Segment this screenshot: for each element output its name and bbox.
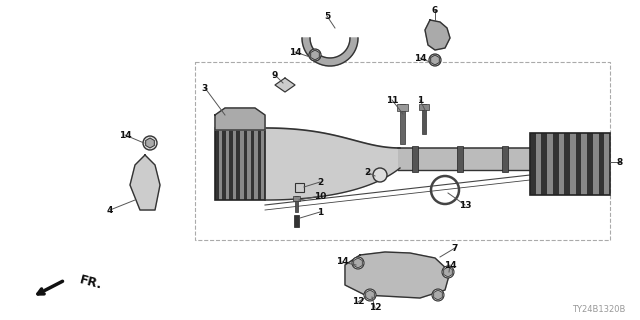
Bar xyxy=(559,133,564,195)
Text: 6: 6 xyxy=(432,5,438,14)
Text: 13: 13 xyxy=(459,201,471,210)
Text: 11: 11 xyxy=(386,95,398,105)
Circle shape xyxy=(364,289,376,301)
Bar xyxy=(604,133,610,195)
Bar xyxy=(530,133,610,195)
Bar xyxy=(247,128,251,200)
Circle shape xyxy=(373,168,387,182)
Bar xyxy=(419,104,429,110)
Bar xyxy=(457,146,463,172)
Text: 7: 7 xyxy=(452,244,458,252)
Polygon shape xyxy=(345,252,450,298)
Bar xyxy=(541,133,547,195)
Bar xyxy=(219,128,222,200)
Bar xyxy=(226,128,229,200)
Bar xyxy=(564,133,570,195)
Bar xyxy=(222,128,226,200)
Circle shape xyxy=(309,49,321,61)
Bar xyxy=(295,196,298,212)
Bar xyxy=(233,128,236,200)
Text: FR.: FR. xyxy=(78,274,104,292)
Text: 14: 14 xyxy=(289,47,301,57)
Polygon shape xyxy=(425,20,450,50)
Text: 10: 10 xyxy=(314,191,326,201)
Bar xyxy=(195,62,610,240)
Bar xyxy=(295,183,304,192)
Bar xyxy=(215,128,265,200)
Text: 12: 12 xyxy=(352,298,364,307)
Circle shape xyxy=(352,257,364,269)
Text: 8: 8 xyxy=(617,157,623,166)
Bar xyxy=(547,133,553,195)
Text: 1: 1 xyxy=(317,207,323,217)
Bar xyxy=(397,104,408,111)
Bar xyxy=(240,128,244,200)
Bar xyxy=(412,146,418,172)
Bar xyxy=(293,196,300,201)
Bar xyxy=(422,104,426,134)
Bar xyxy=(536,133,541,195)
Text: 1: 1 xyxy=(417,95,423,105)
Bar xyxy=(254,128,258,200)
Bar xyxy=(570,133,576,195)
Text: 12: 12 xyxy=(369,303,381,313)
Bar xyxy=(400,104,405,144)
Bar xyxy=(398,148,530,170)
Bar xyxy=(598,133,604,195)
Circle shape xyxy=(442,266,454,278)
Bar xyxy=(244,128,247,200)
Bar xyxy=(215,128,219,200)
Bar xyxy=(587,133,593,195)
Text: 14: 14 xyxy=(336,258,348,267)
Text: 3: 3 xyxy=(202,84,208,92)
Bar xyxy=(294,215,299,227)
Text: 5: 5 xyxy=(324,12,330,20)
Bar xyxy=(530,133,536,195)
Circle shape xyxy=(429,54,441,66)
Text: 9: 9 xyxy=(272,70,278,79)
Bar xyxy=(576,133,581,195)
Polygon shape xyxy=(215,108,265,130)
Text: 14: 14 xyxy=(444,260,456,269)
Text: 14: 14 xyxy=(413,53,426,62)
Bar xyxy=(258,128,261,200)
Bar xyxy=(261,128,265,200)
Bar xyxy=(502,146,508,172)
Text: 14: 14 xyxy=(118,131,131,140)
Polygon shape xyxy=(302,38,358,66)
Bar xyxy=(236,128,240,200)
Text: 2: 2 xyxy=(317,178,323,187)
Text: TY24B1320B: TY24B1320B xyxy=(572,305,625,314)
Polygon shape xyxy=(265,128,400,200)
Bar xyxy=(581,133,587,195)
Bar xyxy=(215,128,265,200)
Circle shape xyxy=(143,136,157,150)
Bar xyxy=(553,133,559,195)
Text: 4: 4 xyxy=(107,205,113,214)
Bar xyxy=(593,133,598,195)
Polygon shape xyxy=(130,155,160,210)
Text: 2: 2 xyxy=(364,167,370,177)
Polygon shape xyxy=(275,78,295,92)
Bar xyxy=(229,128,233,200)
Circle shape xyxy=(432,289,444,301)
Bar xyxy=(251,128,254,200)
